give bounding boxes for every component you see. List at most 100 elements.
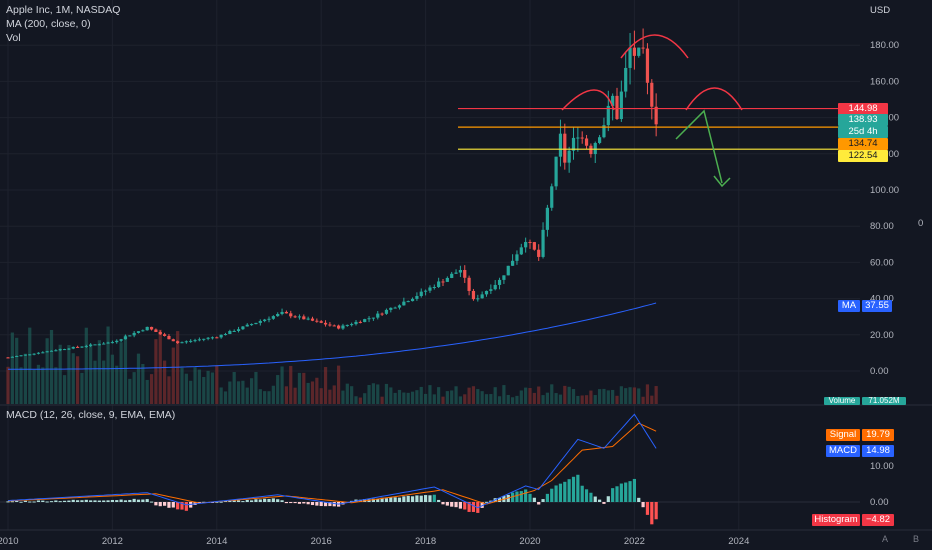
- candle-body: [632, 47, 636, 56]
- histogram-bar: [184, 502, 188, 511]
- volume-bar: [458, 396, 462, 404]
- histogram-bar: [571, 476, 576, 502]
- histogram-bar: [611, 488, 615, 502]
- volume-bar: [480, 391, 484, 404]
- histogram-bar: [511, 492, 515, 502]
- histogram-bar: [428, 495, 432, 502]
- histogram-bar: [223, 500, 228, 502]
- time-tick-label: 2022: [624, 536, 645, 547]
- volume-bar: [19, 367, 23, 404]
- macd-legend[interactable]: MACD (12, 26, close, 9, EMA, EMA): [6, 409, 176, 421]
- currency-label: USD: [870, 5, 891, 16]
- histogram-bar: [624, 482, 628, 502]
- histogram-bar: [619, 483, 623, 502]
- candle-body: [280, 311, 284, 314]
- volume-bar: [202, 377, 206, 404]
- histogram-bar: [432, 494, 436, 502]
- auto-scale-button[interactable]: A: [882, 534, 889, 544]
- candle-body: [293, 316, 297, 318]
- volume-bar: [506, 394, 510, 404]
- histogram-bar: [563, 481, 567, 502]
- time-tick-label: 2012: [102, 536, 123, 547]
- candle-body: [380, 313, 384, 315]
- symbol-legend[interactable]: Apple Inc, 1M, NASDAQ: [6, 4, 121, 16]
- histogram-bar: [393, 497, 397, 502]
- volume-bar: [36, 364, 41, 404]
- candle-body: [645, 48, 650, 83]
- candle-body: [554, 156, 558, 187]
- signal-label-tag: Signal: [826, 429, 860, 441]
- candle-body: [97, 344, 101, 346]
- candle-body: [32, 353, 36, 355]
- candle-body: [284, 311, 288, 314]
- histogram-bar: [458, 502, 462, 509]
- histogram-bar: [15, 500, 19, 502]
- vol-legend[interactable]: Vol: [6, 32, 21, 44]
- histogram-bar: [176, 502, 180, 510]
- buy-button[interactable]: B: [913, 534, 920, 544]
- candle-body: [236, 329, 241, 331]
- candle-body: [10, 356, 14, 358]
- candle-body: [376, 313, 380, 318]
- histogram-bar: [519, 491, 523, 502]
- yellow-level-tag: 122.54: [838, 150, 888, 162]
- volume-bar: [245, 387, 249, 404]
- candle-body: [410, 298, 415, 302]
- volume-bar: [463, 394, 467, 404]
- candle-body: [223, 334, 228, 336]
- volume-value-tag: 71.052M: [862, 397, 906, 405]
- candle-body: [480, 294, 484, 299]
- candle-body: [106, 342, 110, 344]
- volume-bar: [502, 385, 506, 404]
- candle-body: [641, 47, 645, 49]
- volume-bar: [80, 372, 84, 404]
- volume-bar: [323, 367, 328, 404]
- volume-bar: [210, 372, 215, 404]
- time-tick-label: 2020: [519, 536, 540, 547]
- volume-bar: [358, 397, 362, 404]
- volume-bar: [598, 389, 602, 404]
- candle-body: [463, 270, 467, 278]
- candle-body: [132, 332, 136, 336]
- histogram-bar: [49, 501, 54, 503]
- ma-legend[interactable]: MA (200, close, 0): [6, 18, 91, 30]
- candle-body: [123, 336, 128, 340]
- histogram-bar: [171, 502, 175, 508]
- histogram-bar: [149, 501, 154, 503]
- histogram-bar: [28, 501, 32, 503]
- candle-body: [497, 279, 502, 285]
- volume-bar: [280, 366, 284, 404]
- volume-bar: [49, 329, 54, 404]
- histogram-bar: [228, 500, 232, 502]
- candle-body: [232, 330, 236, 332]
- histogram-bar: [567, 479, 571, 502]
- histogram-bar: [41, 500, 45, 502]
- histogram-bar: [463, 502, 467, 510]
- histogram-bar: [6, 501, 10, 503]
- volume-bar: [615, 395, 619, 404]
- candle-body: [537, 249, 541, 257]
- macd-value-tag: 14.98: [862, 445, 894, 457]
- candle-body: [602, 125, 606, 138]
- volume-bar: [23, 353, 27, 404]
- volume-bar: [554, 393, 558, 404]
- volume-bar: [641, 396, 645, 404]
- candle-body: [354, 321, 358, 325]
- candle-body: [271, 316, 275, 319]
- candle-body: [593, 142, 597, 155]
- histogram-bar: [332, 502, 336, 507]
- candle-body: [589, 145, 593, 155]
- candle-body: [606, 105, 610, 126]
- volume-bar: [376, 384, 380, 404]
- volume-bar: [71, 353, 75, 404]
- candle-body: [393, 307, 397, 309]
- histogram-bar: [550, 488, 554, 502]
- volume-bar: [410, 391, 415, 404]
- candle-body: [350, 324, 354, 326]
- volume-bar: [141, 364, 145, 404]
- candle-body: [476, 298, 480, 300]
- histogram-bar: [537, 502, 541, 505]
- volume-bar: [584, 395, 589, 404]
- candle-body: [210, 337, 215, 339]
